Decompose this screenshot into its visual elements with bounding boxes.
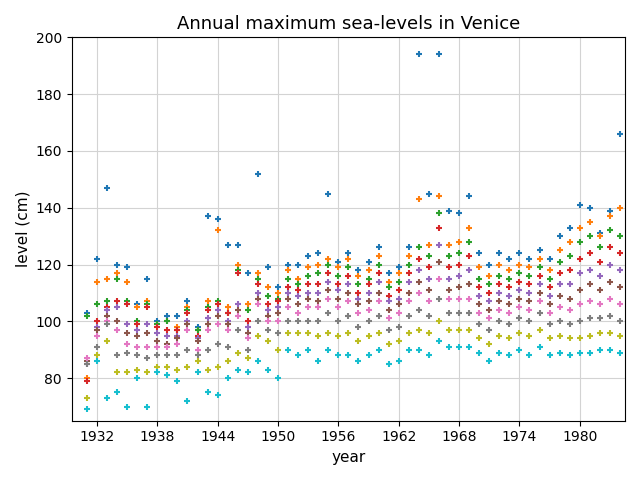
X-axis label: year: year xyxy=(332,450,365,465)
Title: Annual maximum sea-levels in Venice: Annual maximum sea-levels in Venice xyxy=(177,15,520,33)
Y-axis label: level (cm): level (cm) xyxy=(15,191,30,267)
